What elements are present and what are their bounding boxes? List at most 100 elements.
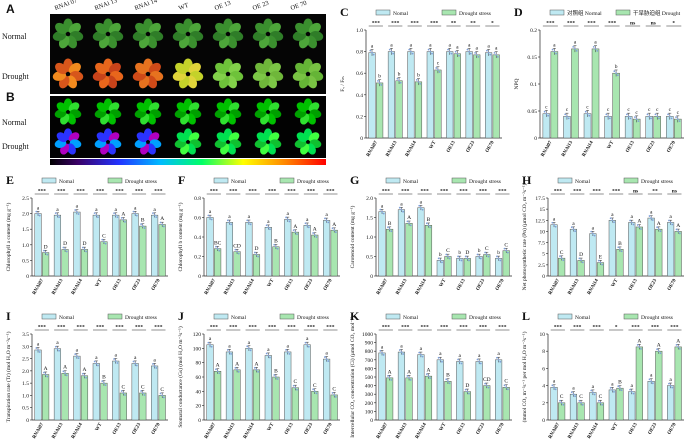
- significance-letter: a: [611, 212, 614, 218]
- data-point: [613, 221, 615, 224]
- data-point: [460, 362, 463, 365]
- data-point: [327, 360, 330, 362]
- data-point: [273, 374, 276, 376]
- bar: [608, 220, 616, 277]
- data-point: [560, 257, 563, 260]
- data-point: [230, 223, 233, 226]
- significance-letter: c: [566, 107, 569, 113]
- plant-drought-image: [188, 62, 201, 75]
- data-point: [484, 382, 487, 385]
- data-point: [648, 215, 651, 217]
- data-point: [409, 378, 412, 381]
- bar: [131, 363, 139, 421]
- x-tick-label: RNAi07: [376, 278, 389, 296]
- sig-stars: ***: [115, 189, 124, 195]
- bar: [151, 214, 159, 277]
- data-point: [425, 373, 428, 376]
- legend-swatch: [623, 313, 639, 320]
- data-point: [468, 392, 470, 395]
- significance-letter: c: [677, 110, 680, 116]
- significance-letter: a: [631, 383, 634, 389]
- bar: [53, 348, 62, 421]
- significance-letter: B: [388, 221, 392, 227]
- y-axis-label: Intercellular CO₂ concentration (Ci) (µm…: [349, 316, 356, 438]
- data-point: [505, 249, 508, 252]
- data-point: [657, 350, 660, 353]
- bar: [80, 375, 89, 421]
- legend-swatch: [549, 9, 565, 16]
- sig-stars: ***: [593, 189, 602, 195]
- data-point: [497, 257, 500, 260]
- x-tick-label: WT: [439, 422, 448, 432]
- bar: [387, 51, 396, 139]
- data-point: [437, 356, 440, 359]
- significance-letter: c: [586, 104, 589, 110]
- bar: [424, 375, 433, 421]
- data-point: [506, 388, 509, 391]
- data-point: [65, 250, 68, 253]
- significance-letter: a: [287, 211, 290, 217]
- legend-swatch: [279, 177, 295, 184]
- significance-letter: a: [410, 42, 413, 48]
- bar: [397, 209, 406, 277]
- data-point: [651, 382, 654, 385]
- y-tick-label: 1.0: [22, 393, 29, 399]
- data-point: [74, 353, 77, 356]
- sig-stars: ***: [382, 189, 391, 195]
- data-point: [496, 356, 498, 359]
- sig-stars: **: [470, 21, 476, 27]
- x-tick-label: RNAi14: [243, 422, 256, 440]
- data-point: [276, 378, 279, 380]
- data-point: [382, 212, 385, 215]
- panel-G: G Nomal Drought stress 0 0.5 1.0 1.5 2.0 Caroten…: [349, 173, 512, 296]
- significance-letter: C: [560, 394, 564, 400]
- bar: [635, 346, 643, 421]
- x-tick-label: WT: [439, 278, 448, 288]
- significance-letter: c: [669, 107, 672, 113]
- bar: [612, 72, 620, 139]
- sig-stars: ***: [57, 189, 66, 195]
- data-point: [120, 390, 123, 392]
- data-point: [591, 232, 594, 235]
- significance-letter: B: [618, 380, 622, 386]
- x-tick-label: RNAi14: [405, 140, 418, 158]
- bar: [616, 249, 624, 277]
- significance-letter: a: [650, 373, 653, 379]
- bar: [446, 51, 454, 139]
- data-point: [487, 51, 490, 54]
- y-axis-label: Chlorophyll a content (mg g⁻¹): [5, 202, 12, 271]
- x-tick-label: WT: [95, 422, 104, 432]
- bar: [112, 360, 120, 421]
- sig-stars: ***: [115, 325, 124, 331]
- sig-stars: **: [451, 21, 457, 27]
- y-tick-label: 0.8: [356, 50, 363, 56]
- plant-drought-image: [268, 62, 281, 75]
- data-point: [273, 243, 276, 246]
- bar: [405, 223, 413, 277]
- data-point: [143, 227, 146, 229]
- sig-stars: *: [491, 21, 494, 27]
- data-point: [159, 392, 162, 395]
- plant-drought-image: [68, 62, 81, 75]
- data-point: [134, 362, 137, 365]
- bar: [647, 381, 655, 421]
- data-point: [236, 250, 238, 253]
- y-tick-label: 1.5: [22, 381, 29, 387]
- data-point: [327, 221, 330, 224]
- bar: [80, 249, 89, 277]
- x-tick-label: RNAi13: [568, 278, 581, 296]
- y-tick-label: 2.0: [22, 212, 29, 218]
- data-point: [608, 117, 611, 120]
- x-tick-label: RNAi07: [541, 140, 554, 158]
- y-tick-label: 0.1: [530, 82, 537, 88]
- panel-D: D 对照组 Normal 干旱胁迫组 Drought 0 0.05 0.1 0.15 0.2 N…: [514, 5, 684, 158]
- y-tick-label: 60: [196, 375, 202, 381]
- significance-letter: a: [306, 336, 309, 342]
- significance-letter: a: [134, 205, 137, 211]
- bar: [628, 391, 636, 421]
- data-point: [553, 50, 556, 53]
- significance-letter: D: [63, 241, 67, 247]
- data-point: [228, 221, 231, 224]
- plant-normal-image: [228, 22, 241, 35]
